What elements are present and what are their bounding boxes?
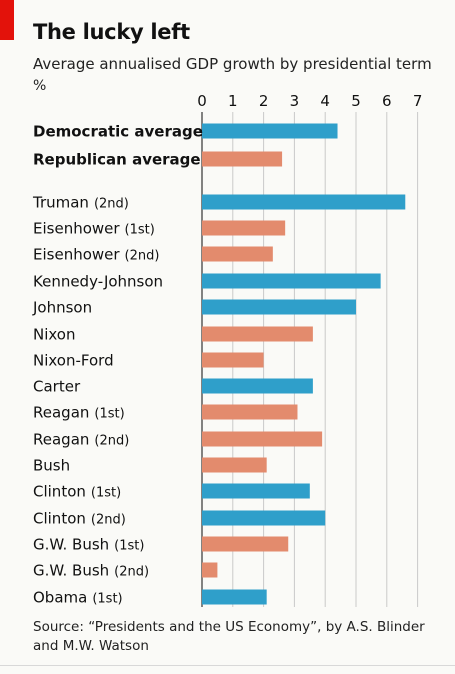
- category-label: Reagan (2nd): [33, 431, 129, 449]
- term-label: (2nd): [125, 249, 160, 264]
- category-label: Carter: [33, 378, 81, 396]
- bar: [202, 273, 381, 289]
- x-tick-label: 1: [228, 92, 238, 110]
- unit-label: %: [33, 78, 47, 94]
- bar: [202, 326, 313, 342]
- bar: [202, 194, 406, 210]
- bar: [202, 562, 218, 578]
- category-label: Nixon: [33, 326, 76, 344]
- term-label: (2nd): [114, 565, 149, 580]
- bar: [202, 352, 264, 368]
- x-tick-label: 0: [197, 92, 207, 110]
- president-name: Republican average: [33, 151, 201, 169]
- term-label: (2nd): [94, 197, 129, 212]
- category-label: Democratic average: [33, 123, 203, 141]
- term-label: (1st): [91, 486, 121, 501]
- x-tick-label: 6: [382, 92, 392, 110]
- x-tick-label: 7: [413, 92, 423, 110]
- term-label: (2nd): [91, 513, 126, 528]
- category-label: G.W. Bush (1st): [33, 536, 144, 554]
- brand-tag: [0, 0, 14, 40]
- president-name: Nixon: [33, 326, 76, 344]
- term-label: (1st): [114, 539, 144, 554]
- bar: [202, 536, 289, 552]
- source-note: Source: “Presidents and the US Economy”,…: [33, 619, 425, 654]
- category-label: Johnson: [32, 299, 92, 317]
- x-tick-label: 2: [259, 92, 269, 110]
- president-name: Eisenhower: [33, 246, 120, 264]
- president-name: Clinton: [33, 483, 86, 501]
- term-label: (1st): [125, 223, 155, 238]
- president-name: Reagan: [33, 404, 89, 422]
- x-tick-label: 3: [290, 92, 300, 110]
- category-labels: Democratic average Republican average Trum…: [32, 123, 203, 607]
- president-name: Nixon-Ford: [33, 352, 114, 370]
- president-name: Kennedy-Johnson: [33, 273, 163, 291]
- bar: [202, 299, 356, 315]
- term-label: (1st): [92, 592, 122, 607]
- bar: [202, 483, 310, 499]
- president-name: G.W. Bush: [33, 536, 109, 554]
- president-name: Carter: [33, 378, 81, 396]
- president-name: G.W. Bush: [33, 562, 109, 580]
- bar: [202, 378, 313, 394]
- president-name: Truman: [32, 194, 89, 212]
- president-name: Obama: [33, 589, 87, 607]
- bars: [202, 123, 406, 605]
- term-label: (2nd): [94, 434, 129, 449]
- chart-subtitle: Average annualised GDP growth by preside…: [33, 55, 432, 73]
- bar: [202, 246, 273, 262]
- bar: [202, 123, 338, 139]
- bar: [202, 431, 323, 447]
- category-label: Clinton (1st): [33, 483, 121, 501]
- x-tick-label: 4: [320, 92, 330, 110]
- category-label: Truman (2nd): [32, 194, 129, 212]
- x-tick-label: 5: [351, 92, 361, 110]
- bar: [202, 404, 298, 420]
- chart-title: The lucky left: [33, 20, 190, 44]
- category-label: Eisenhower (2nd): [33, 246, 159, 264]
- category-label: Kennedy-Johnson: [33, 273, 163, 291]
- bar: [202, 220, 286, 236]
- bar: [202, 510, 326, 526]
- president-name: Clinton: [33, 510, 86, 528]
- president-name: Bush: [33, 457, 70, 475]
- president-name: Johnson: [32, 299, 92, 317]
- category-label: Reagan (1st): [33, 404, 125, 422]
- bar: [202, 589, 267, 605]
- x-tick-labels: 0 1 2 3 4 5 6 7: [197, 92, 422, 110]
- category-label: Bush: [33, 457, 70, 475]
- president-name: Eisenhower: [33, 220, 120, 238]
- bottom-rule: [0, 665, 455, 666]
- president-name: Democratic average: [33, 123, 203, 141]
- category-label: Nixon-Ford: [33, 352, 114, 370]
- category-label: Republican average: [33, 151, 201, 169]
- category-label: Clinton (2nd): [33, 510, 126, 528]
- term-label: (1st): [94, 407, 124, 422]
- category-label: Obama (1st): [33, 589, 123, 607]
- category-label: G.W. Bush (2nd): [33, 562, 149, 580]
- bar: [202, 151, 283, 167]
- president-name: Reagan: [33, 431, 89, 449]
- bar: [202, 457, 267, 473]
- category-label: Eisenhower (1st): [33, 220, 155, 238]
